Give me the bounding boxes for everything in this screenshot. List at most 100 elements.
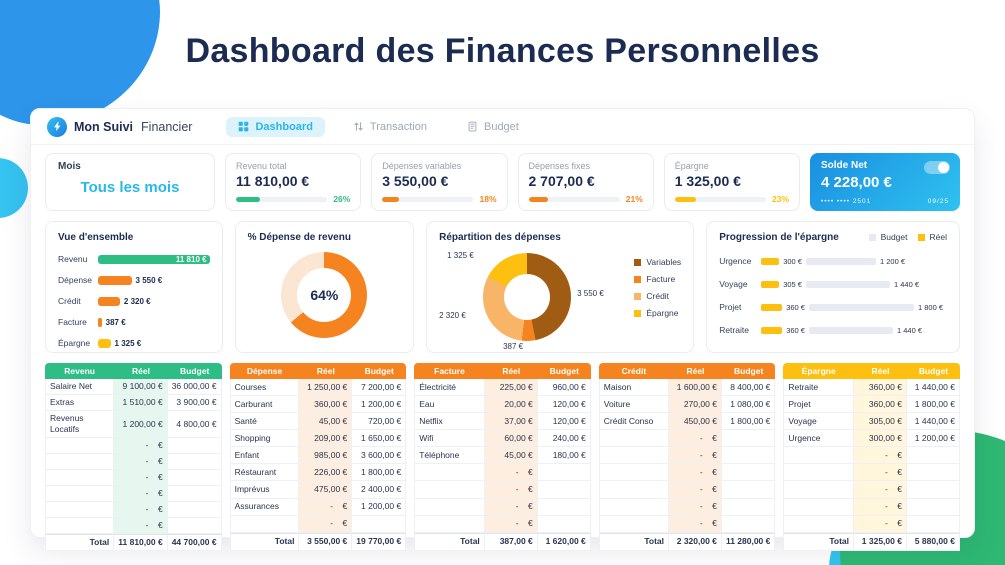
cell-category[interactable] xyxy=(783,481,854,499)
cell-reel[interactable]: - € xyxy=(854,481,907,499)
cell-category[interactable] xyxy=(45,486,115,502)
cell-budget[interactable] xyxy=(721,447,776,465)
cell-category[interactable]: Crédit Conso xyxy=(598,413,669,431)
cell-reel[interactable]: - € xyxy=(669,481,722,499)
cell-category[interactable] xyxy=(45,518,115,534)
cell-category[interactable] xyxy=(598,498,669,516)
cell-reel[interactable]: - € xyxy=(484,481,538,499)
cell-reel[interactable]: 1 600,00 € xyxy=(669,379,722,397)
cell-reel[interactable]: 1 250,00 € xyxy=(299,379,353,397)
nav-tab-dashboard[interactable]: Dashboard xyxy=(226,116,325,137)
cell-budget[interactable]: 3 600,00 € xyxy=(352,447,407,465)
cell-category[interactable]: Réstaurant xyxy=(229,464,300,482)
cell-category[interactable] xyxy=(45,470,115,486)
cell-category[interactable] xyxy=(45,454,115,470)
cell-category[interactable] xyxy=(229,515,300,533)
cell-category[interactable] xyxy=(414,515,485,533)
cell-reel[interactable]: 45,00 € xyxy=(299,413,353,431)
cell-budget[interactable] xyxy=(537,464,591,482)
cell-reel[interactable]: 60,00 € xyxy=(484,430,538,448)
cell-category[interactable]: Enfant xyxy=(229,447,300,465)
cell-budget[interactable] xyxy=(906,481,960,499)
cell-reel[interactable]: - € xyxy=(299,515,353,533)
cell-budget[interactable] xyxy=(537,498,591,516)
cell-reel[interactable]: - € xyxy=(854,447,907,465)
cell-category[interactable]: Extras xyxy=(45,395,115,411)
cell-budget[interactable] xyxy=(167,454,222,470)
cell-reel[interactable]: 360,00 € xyxy=(854,396,907,414)
cell-budget[interactable] xyxy=(906,515,960,533)
cell-category[interactable] xyxy=(598,447,669,465)
cell-budget[interactable]: 1 080,00 € xyxy=(721,396,776,414)
cell-reel[interactable]: - € xyxy=(854,515,907,533)
cell-reel[interactable]: - € xyxy=(114,454,168,470)
cell-category[interactable] xyxy=(45,438,115,454)
cell-reel[interactable]: 300,00 € xyxy=(854,430,907,448)
cell-reel[interactable]: - € xyxy=(854,464,907,482)
cell-budget[interactable]: 2 400,00 € xyxy=(352,481,407,499)
cell-reel[interactable]: - € xyxy=(114,438,168,454)
cell-reel[interactable]: 9 100,00 € xyxy=(114,379,168,395)
cell-budget[interactable]: 1 650,00 € xyxy=(352,430,407,448)
cell-budget[interactable] xyxy=(167,502,222,518)
cell-budget[interactable] xyxy=(906,498,960,516)
cell-reel[interactable]: 45,00 € xyxy=(484,447,538,465)
cell-category[interactable]: Imprévus xyxy=(229,481,300,499)
cell-reel[interactable]: - € xyxy=(484,515,538,533)
cell-reel[interactable]: 450,00 € xyxy=(669,413,722,431)
solde-toggle[interactable] xyxy=(924,161,950,174)
cell-category[interactable] xyxy=(45,502,115,518)
cell-budget[interactable] xyxy=(537,515,591,533)
cell-category[interactable] xyxy=(783,515,854,533)
cell-category[interactable] xyxy=(783,498,854,516)
cell-budget[interactable]: 4 800,00 € xyxy=(167,411,222,438)
cell-budget[interactable] xyxy=(721,430,776,448)
cell-budget[interactable]: 960,00 € xyxy=(537,379,591,397)
cell-budget[interactable]: 1 800,00 € xyxy=(906,396,960,414)
cell-category[interactable]: Netflix xyxy=(414,413,485,431)
cell-category[interactable] xyxy=(414,481,485,499)
cell-category[interactable]: Urgence xyxy=(783,430,854,448)
cell-budget[interactable]: 1 800,00 € xyxy=(721,413,776,431)
cell-category[interactable] xyxy=(598,430,669,448)
cell-reel[interactable]: - € xyxy=(484,464,538,482)
cell-reel[interactable]: - € xyxy=(114,518,168,534)
cell-budget[interactable] xyxy=(906,464,960,482)
cell-budget[interactable]: 7 200,00 € xyxy=(352,379,407,397)
nav-tab-transaction[interactable]: Transaction xyxy=(341,117,439,137)
cell-reel[interactable]: 475,00 € xyxy=(299,481,353,499)
cell-budget[interactable]: 1 200,00 € xyxy=(906,430,960,448)
cell-budget[interactable]: 36 000,00 € xyxy=(167,379,222,395)
cell-reel[interactable]: 305,00 € xyxy=(854,413,907,431)
cell-reel[interactable]: - € xyxy=(669,430,722,448)
cell-budget[interactable]: 1 440,00 € xyxy=(906,379,960,397)
cell-budget[interactable] xyxy=(721,481,776,499)
cell-reel[interactable]: - € xyxy=(669,464,722,482)
cell-reel[interactable]: 20,00 € xyxy=(484,396,538,414)
cell-budget[interactable]: 120,00 € xyxy=(537,396,591,414)
cell-category[interactable]: Projet xyxy=(783,396,854,414)
cell-category[interactable]: Électricité xyxy=(414,379,485,397)
cell-reel[interactable]: - € xyxy=(114,470,168,486)
cell-budget[interactable] xyxy=(721,515,776,533)
cell-reel[interactable]: 1 200,00 € xyxy=(114,411,168,438)
cell-reel[interactable]: 209,00 € xyxy=(299,430,353,448)
cell-category[interactable]: Salaire Net xyxy=(45,379,115,395)
cell-category[interactable]: Wifi xyxy=(414,430,485,448)
cell-category[interactable]: Maison xyxy=(598,379,669,397)
cell-reel[interactable]: - € xyxy=(114,486,168,502)
cell-reel[interactable]: 270,00 € xyxy=(669,396,722,414)
cell-budget[interactable]: 720,00 € xyxy=(352,413,407,431)
cell-category[interactable]: Voyage xyxy=(783,413,854,431)
cell-reel[interactable]: - € xyxy=(484,498,538,516)
cell-category[interactable] xyxy=(598,481,669,499)
cell-category[interactable]: Eau xyxy=(414,396,485,414)
month-filter[interactable]: Mois Tous les mois xyxy=(45,153,215,211)
cell-budget[interactable]: 1 800,00 € xyxy=(352,464,407,482)
cell-category[interactable]: Courses xyxy=(229,379,300,397)
cell-budget[interactable]: 240,00 € xyxy=(537,430,591,448)
cell-budget[interactable]: 3 900,00 € xyxy=(167,395,222,411)
cell-category[interactable]: Shopping xyxy=(229,430,300,448)
cell-reel[interactable]: - € xyxy=(854,498,907,516)
cell-category[interactable] xyxy=(414,498,485,516)
